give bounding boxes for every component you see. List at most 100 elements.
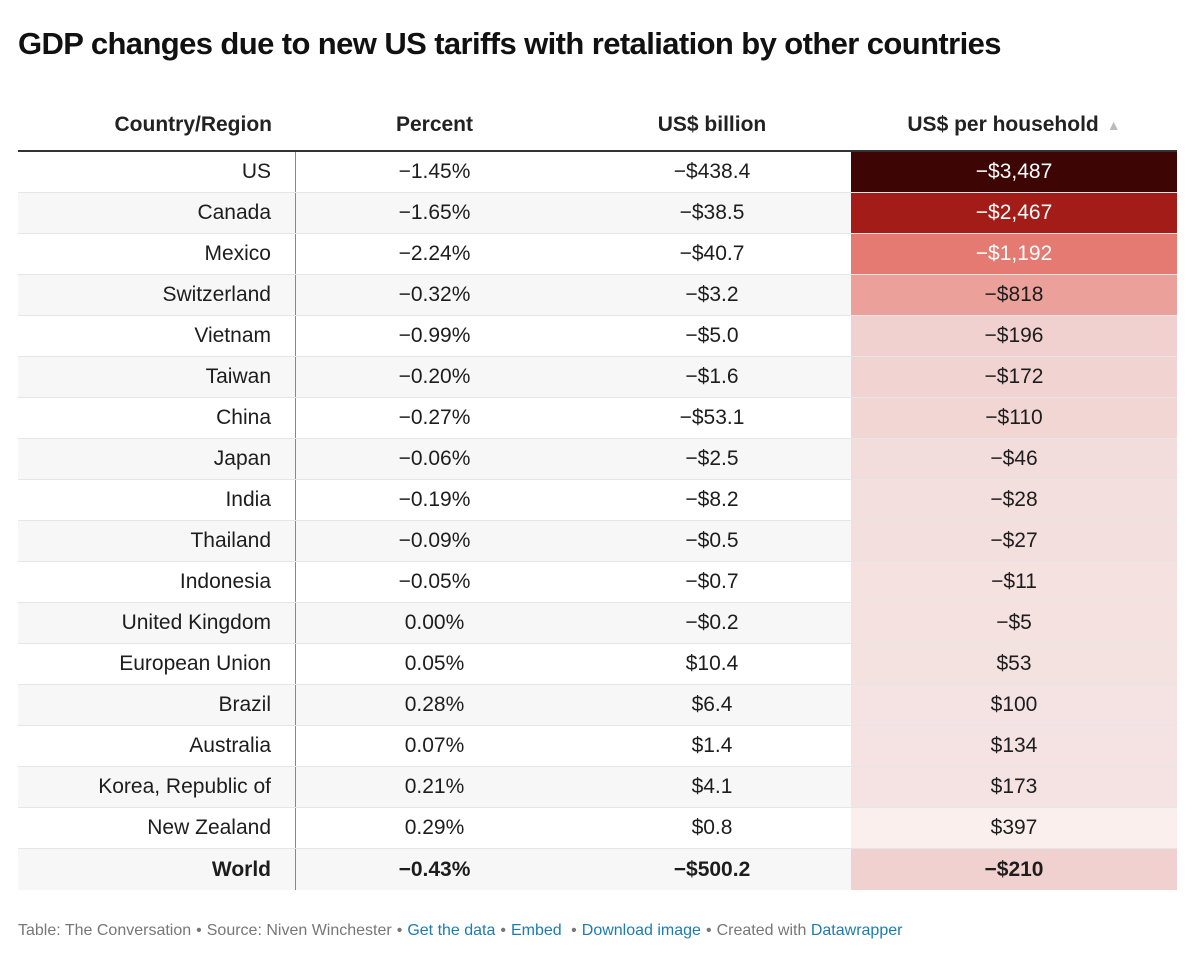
cell-billion: −$0.7: [685, 570, 739, 593]
cell-billion: −$3.2: [685, 283, 739, 306]
cell-percent: 0.29%: [404, 816, 465, 839]
separator: •: [396, 922, 403, 939]
cell-percent: −2.24%: [398, 242, 471, 265]
table-row: Mexico −2.24% −$40.7 −$1,192: [18, 234, 1177, 275]
cell-country: US: [18, 152, 296, 192]
cell-billion: −$38.5: [679, 201, 745, 224]
footer: Table: The Conversation • Source: Niven Wi…: [18, 922, 902, 940]
cell-household: $397: [851, 808, 1177, 848]
table-row: Vietnam −0.99% −$5.0 −$196: [18, 316, 1177, 357]
cell-household: $173: [851, 767, 1177, 807]
cell-billion: −$1.6: [685, 365, 739, 388]
cell-percent: 0.07%: [404, 734, 465, 757]
cell-country: Thailand: [18, 521, 296, 561]
cell-country: Australia: [18, 726, 296, 766]
table-row: Switzerland −0.32% −$3.2 −$818: [18, 275, 1177, 316]
cell-household: −$1,192: [851, 234, 1177, 274]
cell-household: −$5: [851, 603, 1177, 643]
cell-billion: $6.4: [691, 693, 733, 716]
cell-percent: −0.06%: [398, 447, 471, 470]
table-body: US −1.45% −$438.4 −$3,487 Canada −1.65% −$38.5…: [18, 152, 1177, 890]
cell-percent: 0.00%: [404, 611, 465, 634]
table-row-total: World −0.43% −$500.2 −$210: [18, 849, 1177, 890]
table-row: Korea, Republic of 0.21% $4.1 $173: [18, 767, 1177, 808]
table-row: European Union 0.05% $10.4 $53: [18, 644, 1177, 685]
header-percent[interactable]: Percent: [395, 113, 474, 136]
table-row: Taiwan −0.20% −$1.6 −$172: [18, 357, 1177, 398]
cell-billion: −$0.5: [685, 529, 739, 552]
separator: •: [571, 922, 577, 939]
cell-billion: −$500.2: [673, 857, 751, 881]
table-row: Thailand −0.09% −$0.5 −$27: [18, 521, 1177, 562]
cell-country: Brazil: [18, 685, 296, 725]
table-row: Australia 0.07% $1.4 $134: [18, 726, 1177, 767]
data-table: Country/Region Percent US$ billion US$ p…: [18, 100, 1177, 890]
separator: •: [196, 922, 202, 939]
cell-billion: $1.4: [691, 734, 733, 757]
cell-percent: −0.99%: [398, 324, 471, 347]
table-header: Country/Region Percent US$ billion US$ p…: [18, 100, 1177, 152]
get-data-link[interactable]: Get the data: [407, 922, 496, 939]
cell-billion: $10.4: [685, 652, 739, 675]
cell-household: $134: [851, 726, 1177, 766]
table-row: Indonesia −0.05% −$0.7 −$11: [18, 562, 1177, 603]
cell-household: −$210: [851, 849, 1177, 890]
cell-percent: −0.32%: [398, 283, 471, 306]
cell-billion: $4.1: [691, 775, 733, 798]
cell-household: −$11: [851, 562, 1177, 602]
chart-title: GDP changes due to new US tariffs with r…: [18, 26, 1002, 61]
created-with-label: Created with: [716, 922, 807, 939]
cell-household: −$2,467: [851, 193, 1177, 233]
header-country[interactable]: Country/Region: [114, 113, 273, 136]
cell-percent: 0.21%: [404, 775, 465, 798]
cell-percent: −1.45%: [398, 160, 471, 183]
table-row: United Kingdom 0.00% −$0.2 −$5: [18, 603, 1177, 644]
cell-billion: −$8.2: [685, 488, 739, 511]
datawrapper-link[interactable]: Datawrapper: [810, 922, 903, 939]
cell-household: $100: [851, 685, 1177, 725]
cell-country: Japan: [18, 439, 296, 479]
cell-household: −$818: [851, 275, 1177, 315]
download-image-link[interactable]: Download image: [581, 922, 701, 939]
table-row: Brazil 0.28% $6.4 $100: [18, 685, 1177, 726]
cell-percent: −0.27%: [398, 406, 471, 429]
separator: •: [500, 922, 506, 939]
cell-country: Korea, Republic of: [18, 767, 296, 807]
table-row: New Zealand 0.29% $0.8 $397: [18, 808, 1177, 849]
table-row: Canada −1.65% −$38.5 −$2,467: [18, 193, 1177, 234]
cell-household: −$27: [851, 521, 1177, 561]
cell-billion: −$2.5: [685, 447, 739, 470]
table-row: Japan −0.06% −$2.5 −$46: [18, 439, 1177, 480]
cell-percent: 0.28%: [404, 693, 465, 716]
cell-percent: −0.09%: [398, 529, 471, 552]
cell-country: European Union: [18, 644, 296, 684]
cell-country: New Zealand: [18, 808, 296, 848]
cell-country: India: [18, 480, 296, 520]
cell-percent: −1.65%: [398, 201, 471, 224]
cell-country: Vietnam: [18, 316, 296, 356]
cell-country: Indonesia: [18, 562, 296, 602]
cell-household: −$46: [851, 439, 1177, 479]
table-credit: Table: The Conversation: [18, 922, 192, 939]
table-row: US −1.45% −$438.4 −$3,487: [18, 152, 1177, 193]
table-row: China −0.27% −$53.1 −$110: [18, 398, 1177, 439]
cell-billion: −$53.1: [679, 406, 745, 429]
header-household[interactable]: US$ per household ▲: [851, 100, 1177, 150]
cell-percent: −0.19%: [398, 488, 471, 511]
cell-household: −$110: [851, 398, 1177, 438]
sort-ascending-icon[interactable]: ▲: [1106, 117, 1121, 133]
source-credit: Source: Niven Winchester: [206, 922, 392, 939]
cell-billion: −$5.0: [685, 324, 739, 347]
cell-percent: −0.43%: [398, 857, 471, 881]
cell-country: China: [18, 398, 296, 438]
header-billion[interactable]: US$ billion: [657, 113, 767, 136]
cell-billion: −$0.2: [685, 611, 739, 634]
cell-country: Canada: [18, 193, 296, 233]
cell-country: United Kingdom: [18, 603, 296, 643]
cell-country: Switzerland: [18, 275, 296, 315]
cell-household: $53: [851, 644, 1177, 684]
embed-link[interactable]: Embed: [511, 922, 562, 939]
cell-household: −$196: [851, 316, 1177, 356]
cell-country: World: [18, 849, 296, 890]
cell-billion: −$40.7: [679, 242, 745, 265]
